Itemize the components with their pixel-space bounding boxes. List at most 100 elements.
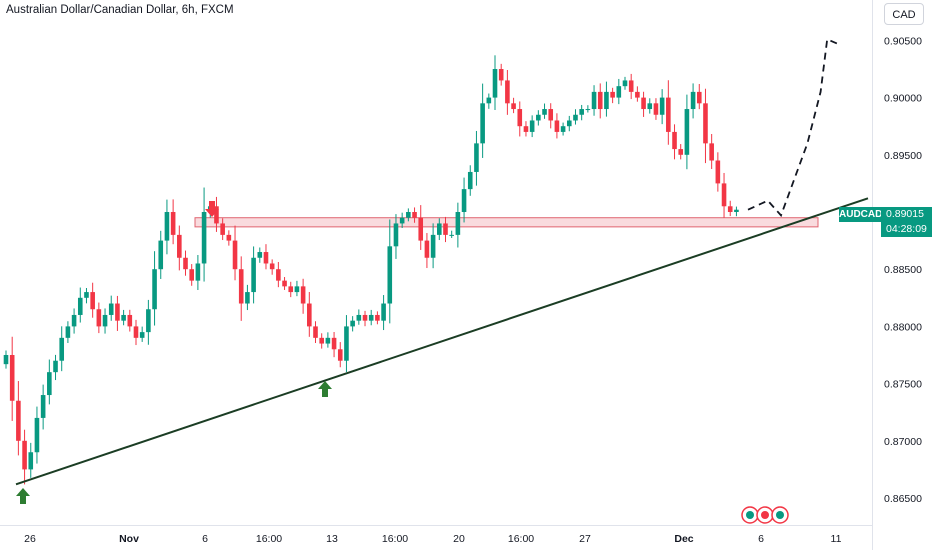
support-zone [194, 217, 819, 228]
candle-body [146, 309, 151, 333]
y-tick-label: 0.86500 [884, 493, 922, 505]
candle-body [195, 263, 201, 281]
x-tick-label: 13 [326, 533, 338, 545]
x-tick-label: 11 [831, 533, 842, 545]
symbol-price-label: AUDCAD [839, 207, 883, 222]
arrow-up-icon [318, 381, 332, 397]
y-tick-label: 0.90000 [884, 93, 922, 105]
candle-body [517, 109, 523, 127]
candle-body [412, 212, 417, 218]
x-tick-label: 27 [579, 533, 591, 545]
bar-countdown: 04:28:09 [886, 223, 927, 235]
candle-body [313, 326, 318, 338]
candle-body [709, 143, 714, 161]
projection-path [747, 37, 841, 218]
candle-body [3, 355, 9, 365]
candle-body [548, 109, 554, 121]
y-tick-label: 0.87000 [884, 436, 922, 448]
arrow-up-icon [16, 488, 30, 504]
candle-body [703, 103, 708, 144]
candle-body [604, 91, 609, 110]
candle-body [152, 269, 157, 310]
candle-body [480, 103, 485, 144]
candle-body [628, 80, 634, 92]
candle-body [616, 86, 622, 98]
candle-body [96, 309, 102, 327]
candle-body [263, 252, 269, 264]
candle-body [226, 234, 232, 241]
event-flag-dot [746, 511, 754, 519]
candle-body [591, 91, 597, 110]
candle-body [164, 212, 170, 241]
time-axis-divider [0, 525, 872, 526]
candle-body [505, 80, 510, 104]
candle-body [65, 326, 71, 338]
candle-body [276, 269, 281, 281]
candle-body [245, 292, 250, 304]
candle-body [461, 189, 467, 212]
x-tick-label: 20 [453, 533, 465, 545]
y-tick-label: 0.87500 [884, 379, 922, 391]
candle-body [381, 303, 386, 321]
candle-body [690, 91, 696, 110]
x-tick-label: 26 [24, 533, 36, 545]
candle-body [282, 280, 287, 287]
candle-body [139, 332, 145, 338]
candle-body [393, 223, 399, 247]
candle-body [77, 297, 83, 315]
candle-body [356, 314, 362, 321]
candle-body [727, 206, 733, 212]
x-tick-label: Nov [119, 533, 139, 545]
candle-body [529, 120, 535, 132]
candle-body [523, 126, 529, 132]
candle-body [108, 303, 114, 315]
candle-body [251, 257, 256, 293]
candle-body [734, 209, 739, 212]
currency-button[interactable]: CAD [884, 3, 924, 25]
candle-body [641, 97, 646, 110]
event-flag-dot [776, 511, 784, 519]
candle-body [511, 103, 516, 110]
y-tick-label: 0.89500 [884, 150, 922, 162]
x-tick-label: 6 [202, 533, 208, 545]
candle-body [610, 91, 615, 98]
candle-body [300, 286, 306, 304]
candle-body [220, 223, 225, 235]
last-price-value: 0.89015 [886, 208, 924, 220]
candle-body [672, 131, 677, 150]
candle-body [238, 269, 244, 304]
candle-body [721, 183, 727, 207]
arrow-down-icon [205, 201, 219, 217]
candle-body [467, 171, 473, 190]
candle-body [418, 217, 424, 241]
y-tick-label: 0.88500 [884, 264, 922, 276]
candle-body [437, 223, 442, 235]
candle-body [127, 314, 133, 327]
y-tick-label: 0.88000 [884, 321, 922, 333]
candle-body [232, 240, 238, 270]
candle-body [387, 246, 393, 304]
y-tick-label: 0.90500 [884, 35, 922, 47]
x-tick-label: 6 [758, 533, 764, 545]
candle-body [337, 349, 343, 361]
candle-body [319, 337, 324, 344]
candle-body [406, 212, 411, 218]
candle-body [399, 217, 405, 224]
x-tick-label: 16:00 [256, 533, 282, 545]
candle-body [622, 80, 628, 87]
candle-body [375, 314, 380, 321]
candle-body [368, 314, 374, 321]
candle-body [362, 314, 368, 321]
candle-body [257, 252, 263, 258]
candle-body [350, 320, 355, 327]
candle-body [331, 337, 337, 350]
candle-body [647, 103, 653, 110]
candle-body [47, 372, 52, 396]
candle-body [115, 303, 120, 321]
candle-body [177, 234, 182, 258]
candle-body [554, 120, 560, 132]
candle-body [307, 303, 312, 327]
candle-body [84, 292, 89, 298]
chart-title: Australian Dollar/Canadian Dollar, 6h, F… [6, 4, 234, 16]
